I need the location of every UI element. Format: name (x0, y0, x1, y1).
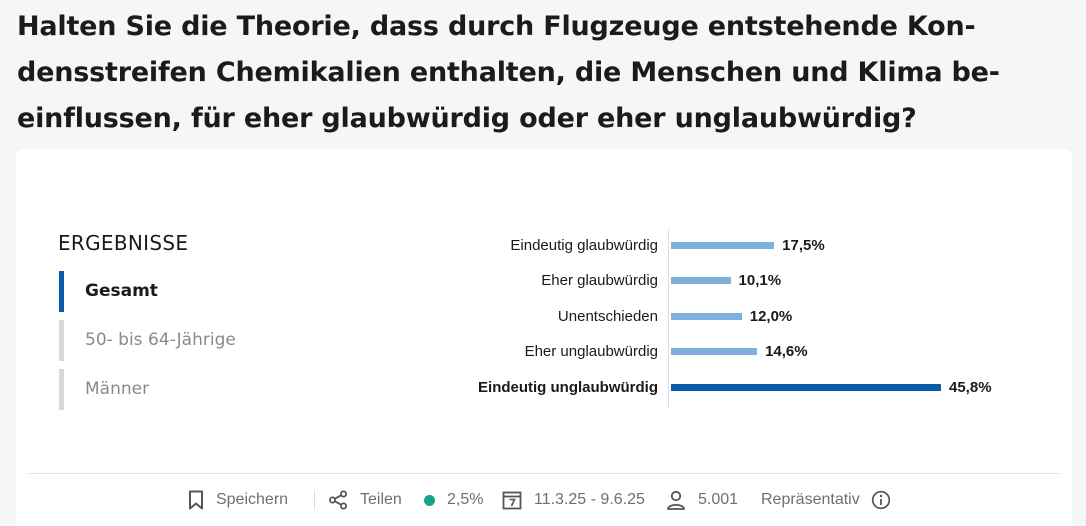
survey-period-value: 11.3.25 - 9.6.25 (534, 491, 645, 508)
bar (671, 242, 775, 249)
representative-label: Repräsentativ (761, 491, 860, 508)
bar (671, 277, 731, 284)
share-icon (329, 490, 347, 510)
sample-size-value: 5.001 (698, 491, 739, 508)
share-button[interactable]: Teilen (328, 485, 402, 515)
bar-value-label: 17,5% (782, 237, 825, 254)
info-icon[interactable] (871, 490, 891, 510)
results-card: ERGEBNISSE Gesamt 50- bis 64-Jährige Män… (16, 149, 1072, 526)
survey-period: 11.3.25 - 9.6.25 (502, 485, 645, 515)
survey-question: Halten Sie die Theorie, dass durch Flugz… (17, 11, 1001, 134)
bar-row: Eher glaubwürdig 10,1% (316, 270, 1056, 292)
tab-gesamt[interactable]: Gesamt (59, 271, 359, 312)
representative-info[interactable]: Repräsentativ (761, 485, 891, 515)
bar (671, 384, 941, 391)
footer-divider (28, 473, 1060, 474)
bar-row: Eindeutig unglaubwürdig 45,8% (316, 377, 1056, 399)
tab-maenner[interactable]: Männer (59, 369, 359, 410)
bar-row: Eindeutig glaubwürdig 17,5% (316, 235, 1056, 257)
bar-value-label: 10,1% (738, 272, 782, 289)
bar (671, 348, 758, 355)
results-heading: ERGEBNISSE (58, 231, 189, 255)
calendar-icon (502, 491, 522, 510)
bar-label: Eindeutig glaubwürdig (510, 237, 658, 254)
person-icon (667, 490, 685, 510)
bar-label: Unentschieden (557, 308, 658, 325)
bar-label: Eher glaubwürdig (541, 272, 658, 289)
bar-row: Unentschieden 12,0% (316, 306, 1056, 328)
bar-value-label: 14,6% (765, 343, 808, 360)
status-dot-icon (424, 494, 435, 506)
chart-axis (668, 229, 669, 407)
bar-label: Eindeutig unglaubwürdig (478, 379, 658, 396)
tab-50-64-jaehrige[interactable]: 50- bis 64-Jährige (59, 320, 359, 361)
bar-row: Eher unglaubwürdig 14,6% (316, 341, 1056, 363)
save-button[interactable]: Speichern (188, 485, 288, 515)
bookmark-icon (189, 490, 203, 510)
bar-label: Eher unglaubwürdig (524, 343, 658, 360)
share-label: Teilen (360, 491, 402, 508)
save-label: Speichern (216, 491, 289, 508)
bar (671, 313, 742, 320)
margin-of-error: 2,5% (424, 485, 483, 515)
survey-footer: Speichern Teilen 2,5% 11.3.25 - 9.6.25 (16, 485, 1072, 515)
sample-size: 5.001 (666, 485, 738, 515)
margin-of-error-value: 2,5% (447, 491, 484, 508)
bar-value-label: 12,0% (749, 308, 793, 325)
footer-separator (314, 490, 315, 510)
bar-value-label: 45,8% (949, 379, 992, 396)
